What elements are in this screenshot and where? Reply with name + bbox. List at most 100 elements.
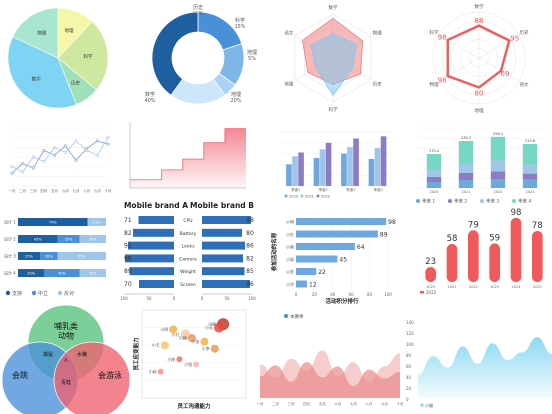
legend-label: 反对 — [64, 290, 74, 297]
x-tick-label: 六月 — [334, 401, 341, 406]
x-tick-label: 九月 — [381, 401, 388, 406]
point-label: 小王 — [152, 342, 160, 348]
bar — [368, 159, 375, 186]
point-label: 小芳 — [205, 324, 213, 330]
segment-label: 20% — [45, 255, 53, 259]
bar — [286, 164, 292, 186]
y-tick-label: 140 — [406, 320, 414, 325]
y-tick-label: 小丽 — [286, 256, 294, 262]
line-point — [95, 153, 99, 157]
line-point — [31, 166, 35, 170]
axis-tick-label: 100 — [248, 296, 256, 301]
y-tick-label: 20 — [406, 386, 412, 391]
polar-axis-label: 地理 — [475, 107, 484, 114]
polar-value-label: 98 — [438, 76, 447, 84]
butterfly-bar-chart-mobile: Mobile brand A Mobile brand B CPU 71 98 Batte… — [120, 201, 256, 301]
butterfly-bar-right — [202, 267, 245, 276]
polar-axis-label: 数学 — [475, 3, 484, 10]
line-point — [42, 149, 46, 153]
line-chart-monthly: 一月 二月 三月 四月 五月 六月 七月 八月 九月 十月 — [9, 127, 112, 193]
radar-axis-label: 科学 — [329, 106, 338, 113]
legend-marker — [284, 314, 288, 318]
x-tick-label: 十月 — [105, 188, 112, 193]
axis-tick-label: 50 — [146, 296, 152, 301]
legend-marker — [416, 199, 420, 203]
percent-bar-segment — [40, 252, 58, 260]
axis-tick-label: 0 — [173, 296, 176, 301]
x-tick-label: 20 — [312, 292, 318, 297]
x-tick-label: 2021 — [448, 285, 457, 289]
bar-total-label: 170.4 — [429, 149, 440, 153]
legend-marker — [420, 291, 424, 294]
step-area-chart — [129, 122, 246, 189]
y-tick-label: 120 — [406, 331, 414, 336]
x-tick-label: 40 — [330, 292, 336, 297]
x-tick-label: 三月 — [288, 401, 295, 406]
rounded-bar — [425, 266, 436, 282]
y-tick-label: 小芳 — [286, 269, 294, 275]
bar — [374, 148, 381, 186]
point-label: 小丽 — [208, 321, 216, 327]
polar-axis-label: 物理 — [429, 81, 438, 88]
x-tick-label: 80 — [367, 292, 373, 297]
x-tick-label: 季度1 — [291, 187, 300, 192]
y-tick-label: 设计 4 — [4, 270, 16, 276]
ranking-bar — [296, 280, 308, 288]
segment-label: 45% — [34, 238, 42, 242]
donut-slice-label: 地理 5% — [247, 49, 257, 62]
line-point — [31, 155, 35, 159]
value-label-left: 98 — [124, 255, 132, 262]
line-point — [10, 165, 14, 169]
pie-slice-label: 历史 — [71, 79, 80, 86]
scatter-point — [176, 356, 183, 363]
point-label: 小陈 — [167, 356, 175, 362]
polar-value-label: 80 — [475, 90, 484, 98]
radar-series — [310, 33, 358, 97]
axis-tick-label: 50 — [224, 296, 230, 301]
x-tick-label: 二月 — [272, 401, 279, 406]
x-tick-label: 五月 — [51, 188, 58, 193]
line-point — [53, 145, 57, 149]
line-point — [106, 136, 110, 140]
segment-label: 25% — [65, 238, 73, 242]
y-tick-label: 小刚 — [286, 244, 294, 250]
y-tick-label: 设计 1 — [4, 219, 16, 225]
venn-intersection-label: 青蛙 — [61, 379, 71, 386]
x-tick-label: 2020 — [430, 190, 439, 194]
percent-bar-segment — [57, 252, 106, 260]
polar-axis-label: 历史 — [520, 29, 529, 36]
point-label: 小钱 — [184, 361, 192, 367]
x-tick-label: 2022 — [494, 190, 503, 194]
x-tick-label: 四月 — [303, 401, 310, 406]
butterfly-bar-left — [138, 216, 174, 224]
step-line — [130, 128, 246, 181]
x-tick-label: 九月 — [94, 188, 101, 193]
stacked-bar-segment — [458, 163, 474, 173]
polar-value-label: 95 — [510, 34, 519, 42]
x-tick-label: 七月 — [73, 188, 80, 193]
percent-bar-segment — [18, 218, 88, 226]
legend-marker — [512, 199, 516, 203]
rounded-bar — [510, 217, 522, 282]
polar-axis — [439, 34, 480, 59]
percent-bar-segment — [79, 269, 106, 277]
butterfly-bar-left — [133, 228, 174, 237]
x-tick-label: 60 — [349, 292, 355, 297]
horizontal-bar-chart-ranking: 0 20 40 60 80 100 98 小明 89 小红 64 小刚 45 小丽 22 小芳 12 小华 参加活动… — [270, 214, 396, 305]
y-tick-label: 80 — [406, 353, 412, 358]
scatter-point — [200, 337, 209, 346]
scatter-point — [187, 334, 196, 343]
x-tick-label: 一月 — [257, 401, 264, 406]
legend-label: 季度 2 — [454, 198, 467, 205]
pie-slice — [12, 7, 59, 59]
bar — [380, 136, 387, 186]
value-label: 78 — [532, 221, 543, 231]
percent-bar-segment — [44, 269, 80, 277]
legend-marker — [284, 194, 288, 198]
butterfly-bar-left — [129, 267, 174, 276]
